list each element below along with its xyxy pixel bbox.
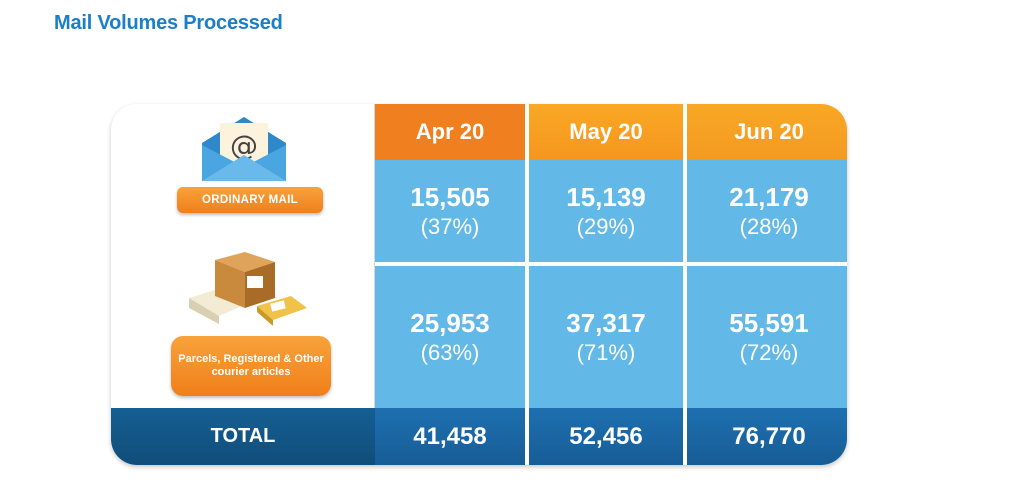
mail-volumes-table: @ ORDINARY MAIL (111, 104, 847, 465)
table-cell: 15,139 (29%) (529, 160, 683, 262)
table-cell: 55,591 (72%) (687, 266, 847, 408)
page-title: Mail Volumes Processed (54, 12, 283, 34)
ordinary-mail-badge: ORDINARY MAIL (177, 187, 323, 213)
cell-share: (63%) (420, 340, 480, 365)
cell-value: 15,139 (566, 182, 646, 212)
col-header-apr: Apr 20 (375, 104, 525, 160)
col-header-may: May 20 (529, 104, 683, 160)
cell-share: (37%) (420, 214, 480, 239)
col-header-jun: Jun 20 (687, 104, 847, 160)
cell-share: (72%) (739, 340, 799, 365)
table-cell: 37,317 (71%) (529, 266, 683, 408)
total-label: TOTAL (111, 408, 375, 465)
cell-value: 25,953 (410, 308, 490, 338)
cell-share: (71%) (576, 340, 636, 365)
cell-value: 55,591 (729, 308, 809, 338)
envelope-at-icon: @ (194, 115, 294, 188)
parcels-boxes-icon (181, 250, 311, 335)
table-cell: 21,179 (28%) (687, 160, 847, 262)
row-divider (375, 262, 847, 266)
column-divider (525, 104, 529, 465)
cell-share: (29%) (576, 214, 636, 239)
total-cell: 52,456 (529, 408, 683, 465)
parcels-badge: Parcels, Registered & Other courier arti… (171, 336, 331, 396)
total-cell: 41,458 (375, 408, 525, 465)
total-cell: 76,770 (687, 408, 847, 465)
table-cell: 15,505 (37%) (375, 160, 525, 262)
cell-value: 21,179 (729, 182, 809, 212)
column-divider (683, 104, 687, 465)
table-cell: 25,953 (63%) (375, 266, 525, 408)
row-labels-panel: @ ORDINARY MAIL (111, 104, 375, 408)
cell-share: (28%) (739, 214, 799, 239)
cell-value: 37,317 (566, 308, 646, 338)
cell-value: 15,505 (410, 182, 490, 212)
